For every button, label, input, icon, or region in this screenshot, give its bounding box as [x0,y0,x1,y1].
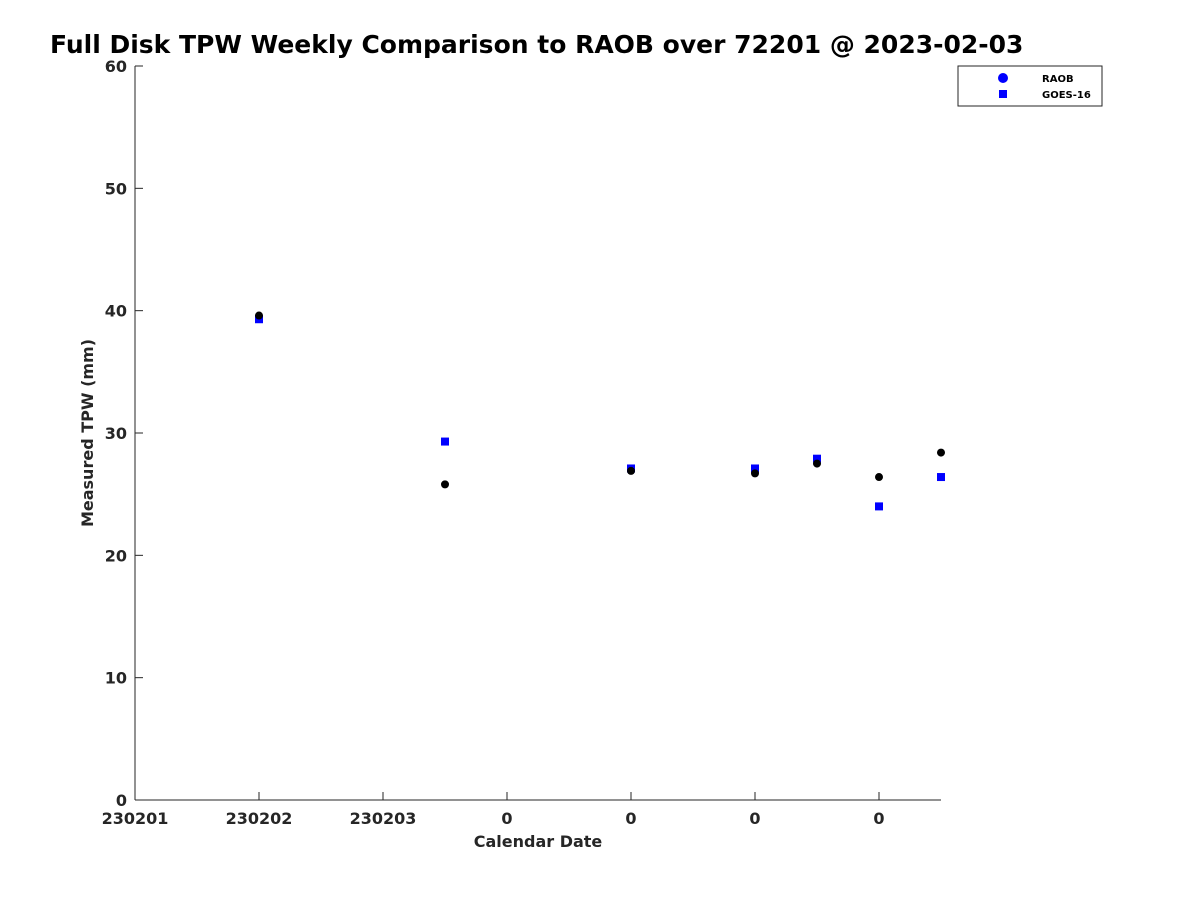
goes-16-point [813,454,821,463]
x-tick-label: 230202 [226,809,293,828]
x-tick-label: 0 [873,809,884,828]
y-axis-label: Measured TPW (mm) [78,339,97,527]
x-tick-label: 230201 [102,809,169,828]
x-tick-label: 0 [501,809,512,828]
goes-16-point [441,437,449,446]
raob-point [441,480,449,489]
x-axis-label: Calendar Date [474,832,603,851]
raob-point [937,448,945,457]
legend-label-goes-16: GOES-16 [1042,90,1091,101]
raob-point [751,469,759,478]
raob-point [813,459,821,468]
raob-point [255,311,263,320]
legend-marker-goes-16 [999,90,1007,98]
y-tick-label: 30 [105,424,127,443]
legend-box [957,65,1103,107]
goes-16-point [937,473,945,482]
y-tick-label: 20 [105,546,127,565]
tick-marks: 0 10 20 30 40 50 60 230201 230202 230203 0 0 0 0 [102,57,885,828]
chart-title: Full Disk TPW Weekly Comparison to RAOB … [50,30,1024,59]
data-points [255,311,945,511]
y-tick-label: 40 [105,302,127,321]
x-tick-label: 230203 [350,809,417,828]
x-tick-label: 0 [625,809,636,828]
legend: RAOB GOES-16 [957,65,1103,107]
axes [134,66,941,801]
x-tick-label: 0 [749,809,760,828]
y-tick-label: 10 [105,669,127,688]
goes-16-point [751,464,759,473]
y-tick-label: 60 [105,57,127,76]
legend-marker-raob [998,73,1008,83]
y-tick-label: 50 [105,179,127,198]
legend-label-raob: RAOB [1042,74,1074,85]
y-tick-label: 0 [116,791,127,810]
raob-point [627,466,635,475]
raob-point [875,473,883,482]
goes-16-point [875,502,883,511]
